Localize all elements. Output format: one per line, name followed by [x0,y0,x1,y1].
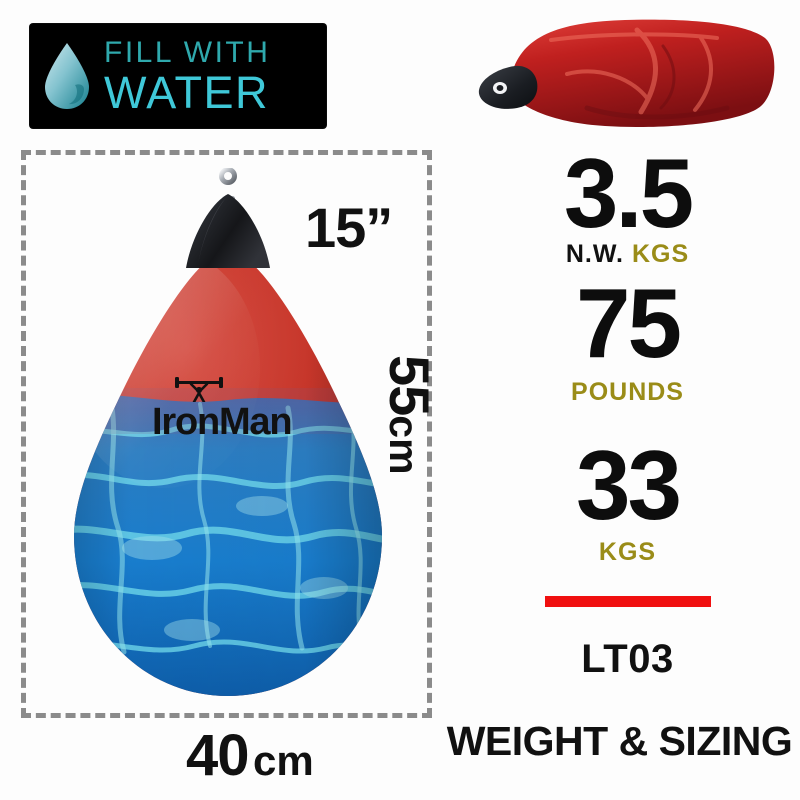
spec-net-weight-unit: N.W. KGS [455,242,800,267]
width-cm-unit: cm [252,737,314,784]
aqua-punching-ball: IronMan [40,160,415,712]
model-code-label: LT03 [581,637,674,681]
spec-capacity-pounds-unit-secondary: POUNDS [571,378,684,407]
weightlifter-icon [175,377,223,402]
spec-capacity-pounds-unit: POUNDS [455,380,800,405]
spec-capacity-kgs-unit-secondary: KGS [598,538,657,567]
banner-text-group: FILL WITH WATER [104,35,326,118]
spec-capacity-pounds: 75 POUNDS [455,268,800,405]
ironman-brand-logo: IronMan [152,372,293,443]
spec-capacity-kgs-value: 33 [575,430,682,540]
width-cm-label: 40 cm [186,722,314,789]
fill-with-water-banner: FILL WITH WATER [30,24,326,128]
ball-body [73,250,382,696]
spec-net-weight-unit-secondary: KGS [631,240,690,269]
spec-capacity-pounds-value: 75 [575,268,682,378]
deflated-aqua-bag-photo [478,19,775,128]
water-drop-icon [30,41,104,111]
spec-net-weight-value: 3.5 [563,138,694,248]
ironman-logo-text: IronMan [152,401,293,443]
red-divider-bar [545,596,711,607]
spec-capacity-kgs: 33 KGS [455,430,800,565]
spec-net-weight: 3.5 N.W. KGS [455,138,800,267]
banner-line-1: FILL WITH [104,35,271,69]
footer-title: WEIGHT & SIZING [446,718,793,764]
banner-line-2: WATER [104,66,269,118]
height-inches-label: 15” [305,196,393,259]
ball-cap-assembly [185,168,270,268]
width-cm-value: 40 [186,723,250,788]
spec-net-weight-unit-primary: N.W. [565,240,625,269]
specs-column: 3.5 N.W. KGS 75 POUNDS 33 KGS LT03 WEIGH… [447,0,800,800]
dimension-dashed-box [21,150,432,718]
spec-capacity-kgs-unit: KGS [455,540,800,565]
